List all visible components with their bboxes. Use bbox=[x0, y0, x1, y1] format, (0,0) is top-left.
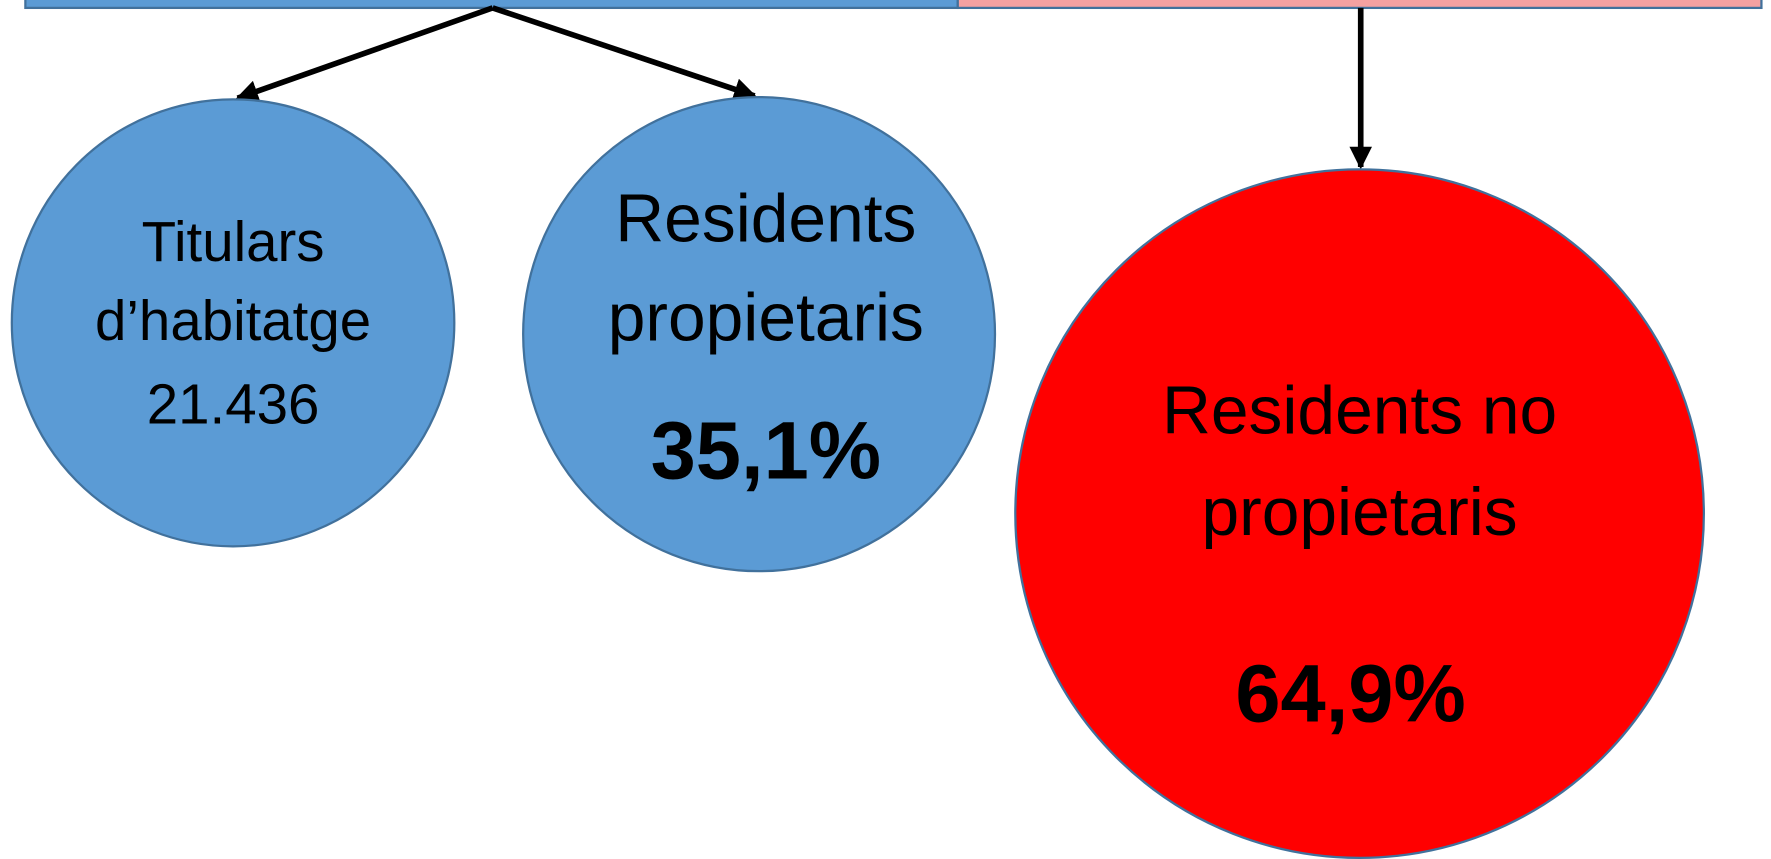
arrow bbox=[491, 5, 757, 101]
node-circle bbox=[1014, 168, 1705, 859]
node-label: d’habitatge bbox=[95, 289, 371, 352]
node-value: 64,9% bbox=[1235, 648, 1465, 739]
arrow bbox=[235, 5, 494, 103]
node-value: 35,1% bbox=[651, 406, 881, 497]
node-label: propietaris bbox=[1201, 475, 1517, 550]
node-circle bbox=[10, 98, 456, 548]
node-circle bbox=[522, 95, 997, 573]
node-label: Residents bbox=[615, 181, 916, 256]
node-label: Residents no bbox=[1162, 373, 1557, 448]
top-box-pink bbox=[956, 0, 1763, 10]
node-label: Titulars bbox=[142, 210, 325, 273]
node-label: 21.436 bbox=[147, 373, 320, 436]
node-label: propietaris bbox=[608, 281, 924, 356]
